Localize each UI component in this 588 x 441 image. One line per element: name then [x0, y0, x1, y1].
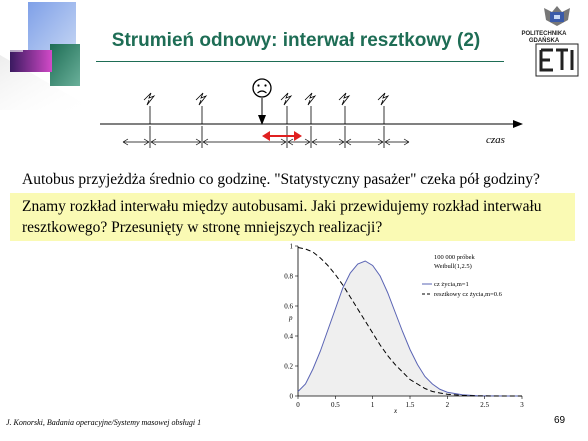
y-tick-label: 0.4 — [284, 333, 293, 341]
body-text-bus-question: Autobus przyjeżdża średnio co godzinę. "… — [22, 171, 540, 188]
y-axis-label: p — [288, 314, 293, 322]
interval-arrowhead — [202, 138, 209, 146]
y-tick-label: 0.8 — [284, 273, 293, 281]
lifetime-area-fill — [298, 261, 522, 396]
legend-label-lifetime: cz życia,m=1 — [434, 281, 469, 288]
bus-arrivals — [143, 92, 390, 124]
page-number: 69 — [554, 415, 566, 426]
x-tick-label: 2.5 — [480, 401, 489, 409]
interval-arrowhead — [403, 138, 410, 146]
x-tick-label: 1 — [371, 401, 375, 409]
residual-life-chart: 0 0.5 1 1.5 2 2.5 3 0 0.2 0.4 0.6 0.8 1 100 000 prób… — [284, 243, 524, 416]
y-tick-label: 1 — [290, 243, 294, 251]
x-tick-label: 1.5 — [406, 401, 415, 409]
chart-annotation-distribution: Weibull(1,2.5) — [434, 263, 472, 270]
time-axis-label: czas — [486, 134, 505, 146]
x-tick-label: 0 — [296, 401, 300, 409]
chart-annotation-samples: 100 000 próbek — [434, 254, 476, 261]
interval-arrowhead — [280, 138, 287, 146]
lightning-bolt-icon — [195, 92, 208, 106]
y-tick-label: 0 — [290, 393, 294, 401]
series-lifetime-line — [297, 260, 523, 397]
eagle-crest-icon — [544, 6, 570, 26]
footer-author: J. Konorski, Badania operacyjne/Systemy … — [6, 418, 202, 427]
x-tick-label: 2 — [446, 401, 450, 409]
lightning-bolt-icon — [377, 92, 390, 106]
x-tick-label: 0.5 — [331, 401, 340, 409]
interval-arrowhead — [345, 138, 352, 146]
interval-arrowhead — [195, 138, 202, 146]
decorative-squares — [0, 2, 95, 110]
x-axis-label: x — [393, 407, 398, 415]
eti-logo-icon — [539, 48, 574, 72]
lightning-bolt-icon — [143, 92, 156, 106]
lightning-bolt-icon — [304, 92, 317, 106]
interval-arrowhead — [338, 138, 345, 146]
interval-arrowhead — [150, 138, 157, 146]
interval-arrowhead — [122, 138, 129, 146]
y-tick-label: 0.2 — [284, 363, 293, 371]
interval-arrowhead — [304, 138, 311, 146]
interval-arrowhead — [311, 138, 318, 146]
x-tick-label: 3 — [520, 401, 524, 409]
interval-arrows — [122, 126, 410, 148]
legend-label-residual: resztkowy cz życia,m=0.6 — [434, 291, 503, 298]
university-logo-text: POLITECHNIKA GDAŃSKA — [521, 31, 567, 44]
highlight-text: Znamy rozkład interwału między autobusam… — [22, 198, 542, 236]
interval-arrowhead — [287, 138, 294, 146]
timeline-diagram: czas — [100, 78, 523, 148]
residual-interval-arrow — [262, 131, 302, 141]
university-logo — [535, 6, 579, 77]
highlight-box — [10, 193, 575, 241]
sad-face-icon — [252, 78, 272, 98]
slide-title: Strumień odnowy: interwał resztkowy (2) — [111, 30, 481, 51]
interval-arrowhead — [143, 138, 150, 146]
interval-arrowhead — [377, 138, 384, 146]
title-underline — [96, 61, 504, 62]
lightning-bolt-icon — [338, 92, 351, 106]
lightning-bolt-icon — [280, 92, 293, 106]
y-tick-label: 0.6 — [284, 303, 293, 311]
interval-arrowhead — [384, 138, 391, 146]
